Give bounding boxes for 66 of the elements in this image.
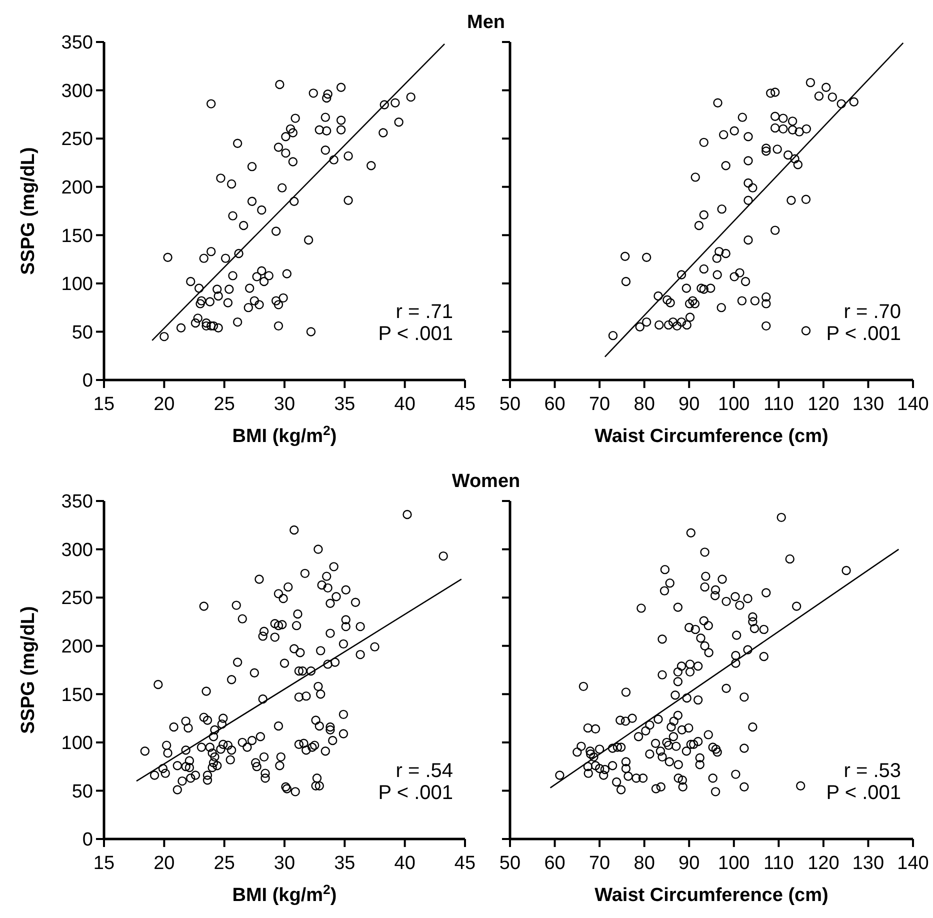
x-axis-title: BMI (kg/m$^{2}$) [232, 882, 337, 906]
x-tick-label: 40 [394, 853, 416, 874]
annotation: r = .53 [844, 760, 901, 782]
x-tick-label: 30 [274, 853, 296, 874]
x-tick-label: 80 [634, 394, 655, 415]
x-tick-label: 45 [454, 394, 476, 415]
y-tick-label: 150 [61, 684, 93, 706]
x-tick-label: 110 [764, 394, 794, 415]
annotation: P < .001 [378, 323, 453, 345]
x-tick-label: 100 [718, 394, 750, 415]
x-tick-label: 50 [499, 394, 521, 415]
x-tick-label: 130 [852, 394, 884, 415]
x-tick-label: 35 [334, 853, 356, 874]
x-tick-label: 30 [274, 394, 296, 415]
x-tick-label: 40 [394, 394, 416, 415]
y-tick-label: 100 [61, 733, 93, 754]
annotation: r = .71 [396, 301, 453, 323]
x-tick-label: 15 [93, 853, 115, 874]
annotation: P < .001 [826, 323, 901, 345]
y-tick-label: 200 [61, 636, 93, 658]
x-axis-title: Waist Circumference (cm) [594, 426, 828, 447]
x-axis-title: BMI (kg/m$^{2}$) [232, 422, 337, 447]
x-tick-label: 70 [588, 394, 610, 415]
y-tick-label: 100 [61, 274, 93, 296]
x-tick-label: 90 [678, 853, 700, 874]
y-axis-title: SSPG (mg/dL) [18, 147, 39, 275]
x-tick-label: 45 [454, 853, 476, 874]
y-tick-label: 50 [72, 781, 93, 802]
x-tick-label: 120 [808, 853, 840, 874]
x-tick-label: 90 [678, 394, 700, 415]
chart-title: Men [467, 12, 505, 33]
y-tick-label: 0 [82, 830, 93, 851]
annotation: r = .70 [844, 301, 901, 323]
y-tick-label: 250 [61, 588, 93, 610]
y-tick-label: 150 [61, 226, 93, 247]
x-tick-label: 20 [154, 394, 175, 415]
y-tick-label: 250 [61, 129, 93, 150]
y-tick-label: 200 [61, 178, 93, 199]
x-tick-label: 20 [154, 853, 175, 874]
chart-title: Women [452, 471, 520, 492]
y-tick-label: 0 [82, 370, 93, 392]
y-tick-label: 300 [61, 540, 93, 561]
x-axis-title: Waist Circumference (cm) [594, 885, 828, 906]
x-tick-label: 15 [93, 394, 115, 415]
annotation: P < .001 [826, 782, 901, 804]
x-tick-label: 60 [544, 394, 566, 415]
x-tick-label: 25 [214, 394, 235, 415]
x-tick-label: 80 [634, 853, 655, 874]
y-tick-label: 300 [61, 80, 93, 102]
annotation: r = .54 [396, 760, 453, 782]
x-tick-label: 140 [897, 853, 929, 874]
x-tick-label: 35 [334, 394, 356, 415]
x-tick-label: 60 [544, 853, 566, 874]
x-tick-label: 25 [214, 853, 235, 874]
x-tick-label: 110 [764, 853, 794, 874]
x-tick-label: 120 [808, 394, 840, 415]
x-tick-label: 100 [718, 853, 750, 874]
x-tick-label: 50 [499, 853, 521, 874]
x-tick-label: 70 [588, 853, 610, 874]
y-tick-label: 350 [61, 32, 93, 54]
x-tick-label: 140 [897, 394, 929, 415]
annotation: P < .001 [378, 782, 453, 804]
y-tick-label: 50 [72, 322, 93, 344]
x-tick-label: 130 [852, 853, 884, 874]
y-axis-title: SSPG (mg/dL) [18, 606, 39, 734]
y-tick-label: 350 [61, 492, 93, 513]
